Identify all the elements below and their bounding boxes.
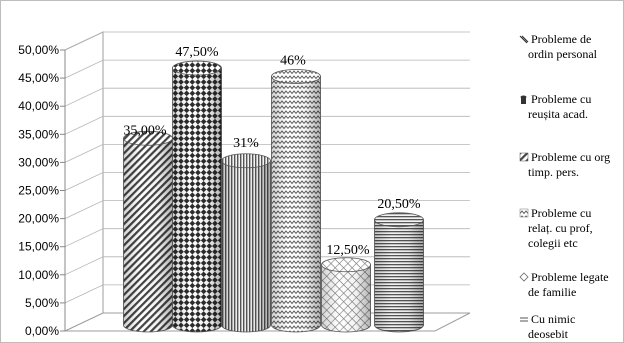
legend-label: Probleme cu org <box>531 150 610 164</box>
legend-label: timp. pers. <box>528 165 579 179</box>
y-tick-label: 10,00% <box>18 268 59 282</box>
y-axis: 0,00% 5,00% 10,00% 15,00% 20,00% 25,00% 30,00%… <box>18 43 66 338</box>
data-label: 12,50% <box>326 243 370 258</box>
gridline <box>64 31 470 51</box>
y-tick-label: 0,00% <box>25 324 59 338</box>
bar-5 <box>321 257 371 333</box>
bar-top <box>271 69 321 84</box>
bar-3 <box>221 153 271 333</box>
gridline <box>64 200 470 219</box>
bars <box>123 60 424 333</box>
y-tick-label: 40,00% <box>18 99 59 113</box>
legend-marker <box>520 317 528 322</box>
bar-shading <box>123 138 173 332</box>
legend-label: de familie <box>528 285 576 299</box>
data-label: 20,50% <box>377 197 421 212</box>
bar-shading <box>271 76 321 332</box>
bar-4 <box>271 69 321 333</box>
gridline <box>64 87 470 107</box>
data-label: 35,00% <box>123 123 167 138</box>
bar-top <box>321 257 371 273</box>
gridline <box>64 144 470 163</box>
legend-marker <box>519 35 529 44</box>
bar-top <box>374 212 424 228</box>
legend-label: relaț. cu prof, <box>528 221 593 235</box>
legend-marker <box>521 97 526 104</box>
bar-top <box>221 153 271 169</box>
gridline <box>64 172 470 191</box>
legend-label: Probleme legate <box>531 270 609 284</box>
bar-shading <box>374 219 424 332</box>
data-label: 31% <box>233 136 259 151</box>
gridline <box>64 59 470 79</box>
legend-label: reușita acad. <box>528 107 588 121</box>
y-tick-label: 15,00% <box>18 240 59 254</box>
y-tick-label: 30,00% <box>18 155 59 169</box>
legend-marker <box>519 208 529 218</box>
y-tick-label: 45,00% <box>18 71 59 85</box>
chart-walls <box>64 31 471 332</box>
floor <box>64 312 471 332</box>
y-tick-label: 5,00% <box>25 296 59 310</box>
bar-1 <box>123 130 173 333</box>
bar-top <box>172 60 222 76</box>
legend-marker <box>519 272 529 282</box>
data-labels: 35,00% 47,50% 31% 46% 12,50% 20,50% <box>123 45 421 258</box>
y-tick-label: 25,00% <box>18 184 59 198</box>
legend-label: Probleme cu <box>531 92 591 106</box>
bar-shading <box>172 68 222 333</box>
legend-label: Probleme cu <box>531 206 591 220</box>
bar-6 <box>374 212 424 333</box>
y-tick-label: 35,00% <box>18 127 59 141</box>
legend-label: ordin personal <box>528 47 598 61</box>
gridline <box>64 228 470 248</box>
legend-label: Cu nimic <box>531 312 575 326</box>
bar-2 <box>172 60 222 333</box>
legend-marker <box>519 152 529 162</box>
legend-label: deosebit <box>528 327 569 341</box>
legend-label: Probleme de <box>531 32 591 46</box>
bar-shading <box>221 160 271 332</box>
legend-marker-top <box>520 95 527 99</box>
y-tick-label: 50,00% <box>18 43 59 57</box>
gridline <box>64 115 470 135</box>
y-tick-label: 20,00% <box>18 212 59 226</box>
data-label: 47,50% <box>175 45 219 60</box>
bar-shading <box>321 264 371 332</box>
data-label: 46% <box>280 53 306 68</box>
gridline <box>64 256 470 276</box>
legend-label: colegii etc <box>528 236 578 250</box>
